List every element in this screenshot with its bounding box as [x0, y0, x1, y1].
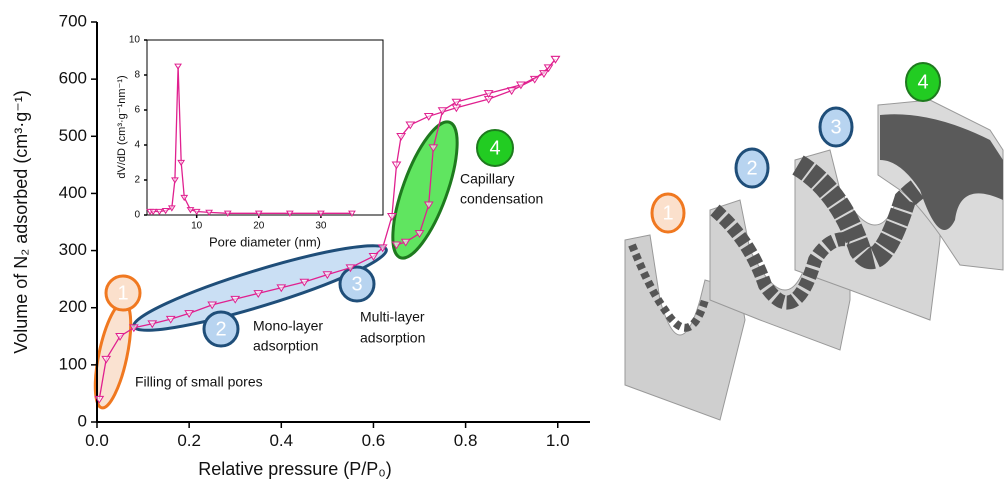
illus-label: 3	[830, 116, 841, 138]
marker-text: 1	[117, 282, 128, 304]
y-tick-label: 700	[59, 11, 87, 30]
x-tick-label: 30	[315, 221, 327, 232]
x-tick-label: 0.8	[454, 431, 478, 450]
illustration: 1 2 3 4	[625, 63, 1003, 420]
y-tick-label: 2	[134, 175, 140, 186]
y-tick-label: 8	[134, 70, 140, 81]
ellipse-1	[88, 299, 138, 410]
annotation: Filling of small pores	[135, 374, 263, 390]
x-tick-label: 20	[253, 221, 265, 232]
x-tick-label: 1.0	[546, 431, 570, 450]
inset-x-label: Pore diameter (nm)	[209, 234, 321, 249]
illus-label: 1	[662, 202, 673, 224]
annotation: Capillary	[460, 171, 514, 187]
x-tick-label: 0.4	[269, 431, 293, 450]
y-tick-label: 200	[59, 297, 87, 316]
marker-text: 2	[215, 318, 226, 340]
x-tick-label: 0.0	[85, 431, 109, 450]
illus-label: 4	[917, 71, 928, 93]
x-tick-label: 0.6	[362, 431, 386, 450]
y-tick-label: 100	[59, 354, 87, 373]
y-axis-label: Volume of N₂ adsorbed (cm³·g⁻¹)	[11, 90, 31, 354]
annotation: adsorption	[253, 338, 318, 354]
chart: 1 2 3 4 Filling of small pores Mono-laye…	[0, 0, 1005, 487]
page: 1 2 3 4 Filling of small pores Mono-laye…	[0, 0, 1005, 492]
y-tick-label: 400	[59, 183, 87, 202]
y-tick-label: 600	[59, 69, 87, 88]
annotation: condensation	[460, 191, 543, 207]
annotation: adsorption	[360, 330, 425, 346]
point	[425, 113, 433, 119]
y-tick-label: 0	[78, 411, 87, 430]
marker-text: 4	[489, 137, 500, 159]
y-tick-label: 10	[129, 35, 141, 46]
x-axis-label: Relative pressure (P/P₀)	[198, 459, 392, 479]
y-tick-label: 6	[134, 105, 140, 116]
annotation: Mono-layer	[253, 318, 323, 334]
inset-frame	[147, 40, 383, 215]
illus-label: 2	[746, 157, 757, 179]
x-tick-label: 10	[191, 221, 203, 232]
point	[392, 162, 400, 168]
inset-y-label: dV/dD (cm³·g⁻¹nm⁻¹)	[116, 75, 128, 178]
x-tick-label: 0.2	[177, 431, 201, 450]
y-tick-label: 0	[134, 210, 140, 221]
annotation: Multi-layer	[360, 309, 425, 325]
y-tick-label: 500	[59, 126, 87, 145]
marker-text: 3	[351, 273, 362, 295]
y-tick-label: 300	[59, 240, 87, 259]
point	[397, 133, 405, 139]
y-tick-label: 4	[134, 140, 140, 151]
